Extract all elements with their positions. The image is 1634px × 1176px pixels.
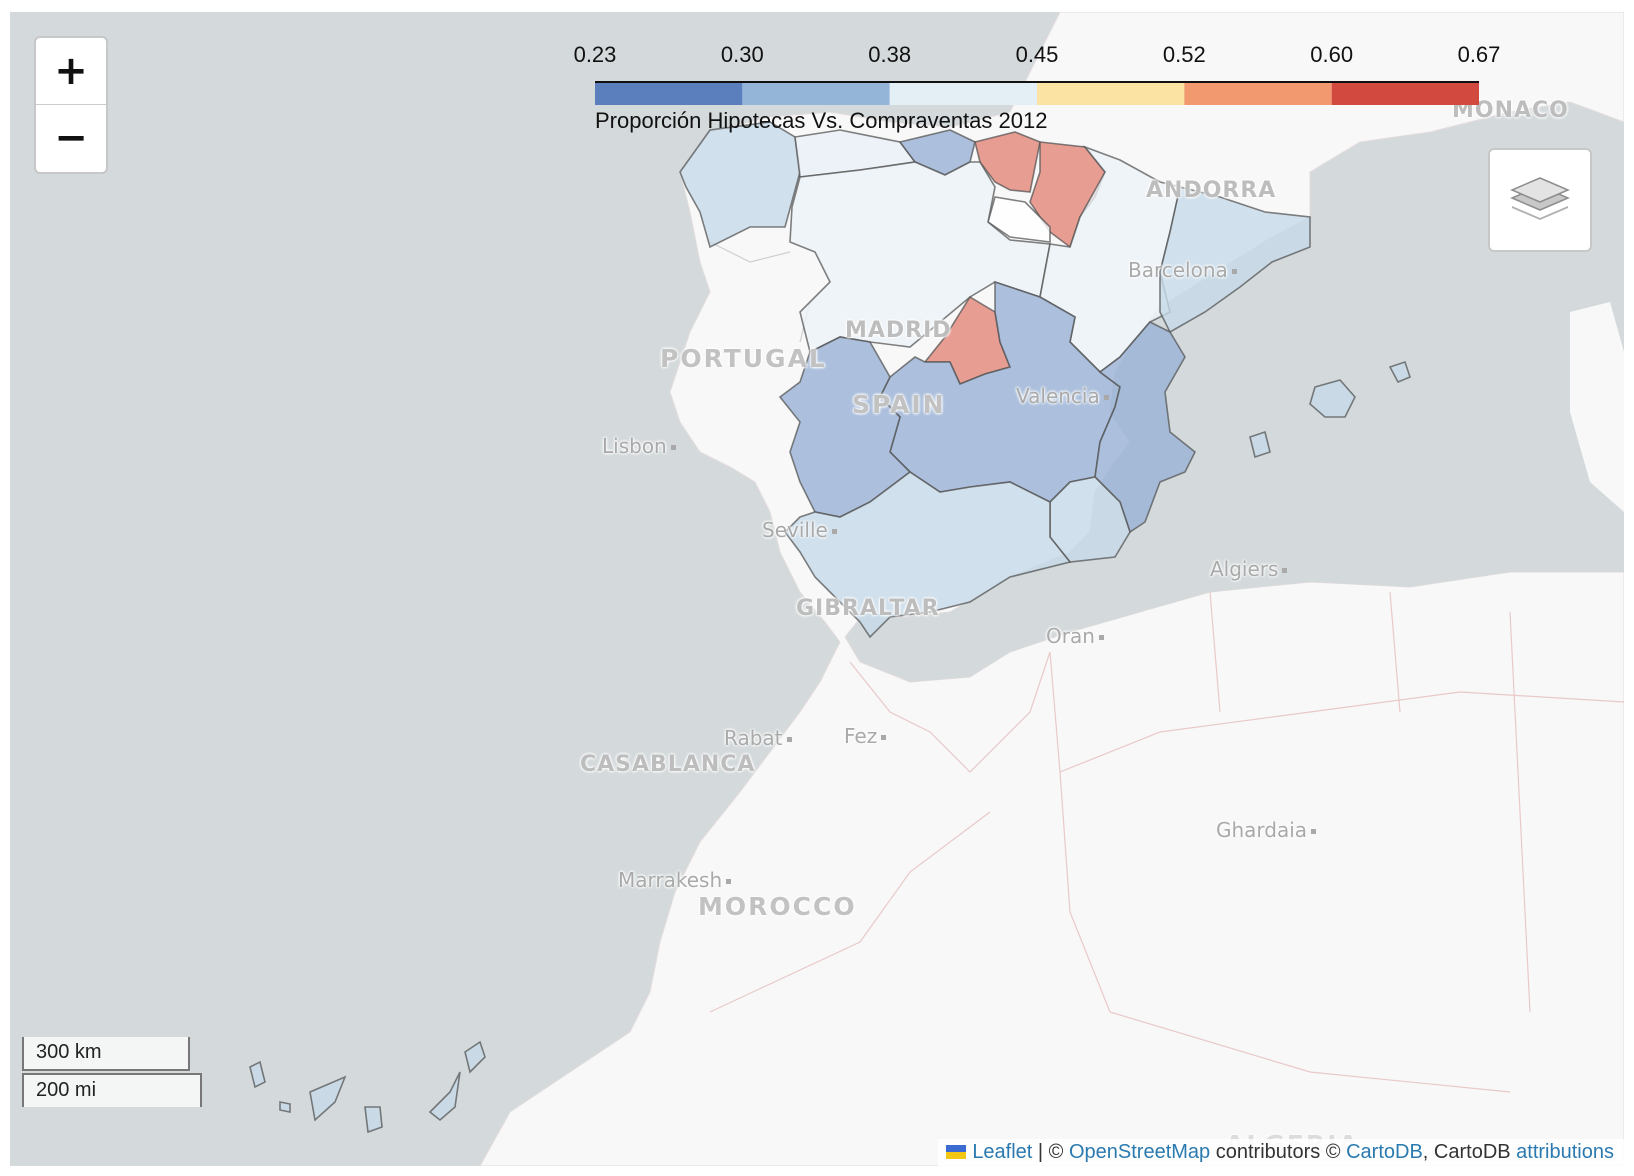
- region-canarias[interactable]: Canarias: [249, 1040, 486, 1134]
- legend-swatch: [595, 83, 743, 105]
- legend-swatch: [1037, 83, 1185, 105]
- label-madrid: MADRID: [845, 318, 952, 343]
- cartodb-link[interactable]: CartoDB: [1346, 1141, 1423, 1163]
- label-morocco: MOROCCO: [698, 892, 857, 921]
- legend-tick-label: 0.38: [868, 42, 912, 67]
- scale-km: 300 km: [22, 1037, 190, 1071]
- label-ghardaia: Ghardaia: [1216, 818, 1316, 842]
- scale-mi: 200 mi: [22, 1073, 202, 1107]
- legend-tick-label: 0.30: [720, 42, 764, 67]
- leaflet-link[interactable]: Leaflet: [972, 1141, 1033, 1163]
- layers-control-button[interactable]: [1488, 148, 1592, 252]
- sea-mediterranean: [870, 122, 1624, 682]
- label-barcelona: Barcelona: [1128, 258, 1237, 282]
- legend-swatch: [742, 83, 890, 105]
- legend-tick-label: 0.23: [573, 42, 617, 67]
- legend-color-bar: [595, 81, 1479, 105]
- legend-swatch: [1184, 83, 1332, 105]
- zoom-out-button[interactable]: −: [54, 115, 88, 161]
- label-andorra: ANDORRA: [1146, 178, 1277, 203]
- legend-tick-label: 0.45: [1015, 42, 1059, 67]
- label-rabat: Rabat: [724, 726, 792, 750]
- choropleth-layer: Galicia Asturias Cantabria País Vasco Na…: [249, 121, 1411, 1134]
- label-gibraltar: GIBRALTAR: [796, 596, 940, 621]
- legend-swatch: [1331, 83, 1479, 105]
- land-sardinia: [1570, 302, 1624, 512]
- region-galicia[interactable]: Galicia: [679, 121, 801, 249]
- label-valencia: Valencia: [1016, 384, 1109, 408]
- attribution-contributors: contributors ©: [1210, 1141, 1347, 1163]
- region-andalucia[interactable]: Andalucía: [783, 471, 1072, 639]
- label-spain: SPAIN: [852, 390, 946, 419]
- attribution-cartodb-text: , CartoDB: [1422, 1141, 1517, 1163]
- label-lisbon: Lisbon: [602, 434, 676, 458]
- label-seville: Seville: [762, 518, 837, 542]
- label-marrakesh: Marrakesh: [618, 868, 731, 892]
- legend-caption: Proporción Hipotecas Vs. Compraventas 20…: [595, 108, 1048, 133]
- legend-tick-label: 0.67: [1457, 42, 1501, 67]
- basemap: Galicia Asturias Cantabria País Vasco Na…: [249, 12, 1624, 1166]
- attribution-separator: | ©: [1032, 1141, 1069, 1163]
- label-fez: Fez: [844, 724, 886, 748]
- label-casablanca: CASABLANCA: [580, 752, 756, 777]
- osm-link[interactable]: OpenStreetMap: [1068, 1141, 1211, 1163]
- label-portugal: PORTUGAL: [660, 344, 827, 373]
- color-legend: 0.23 0.30 0.38 0.45 0.52 0.60 0.67 Proporción …: [570, 36, 1501, 136]
- map-canvas[interactable]: Galicia Asturias Cantabria País Vasco Na…: [10, 12, 1624, 1166]
- legend-tick-label: 0.52: [1162, 42, 1206, 67]
- legend-top-line: [595, 81, 1479, 83]
- region-islas-baleares[interactable]: Islas Baleares: [1249, 360, 1411, 459]
- attribution: Leaflet | © OpenStreetMap contributors ©…: [938, 1139, 1624, 1166]
- scale-bar: 300 km 200 mi: [22, 1037, 202, 1107]
- legend-tick-label: 0.60: [1310, 42, 1354, 67]
- attributions-link[interactable]: attributions: [1516, 1141, 1614, 1163]
- zoom-control: + −: [34, 36, 108, 174]
- legend-swatch: [889, 83, 1037, 105]
- layers-icon: [1510, 177, 1570, 220]
- zoom-in-button[interactable]: +: [36, 38, 106, 105]
- ukraine-flag-icon: [946, 1145, 967, 1159]
- label-algiers: Algiers: [1210, 557, 1287, 581]
- label-oran: Oran: [1046, 624, 1104, 648]
- border-lines: [709, 591, 1624, 1093]
